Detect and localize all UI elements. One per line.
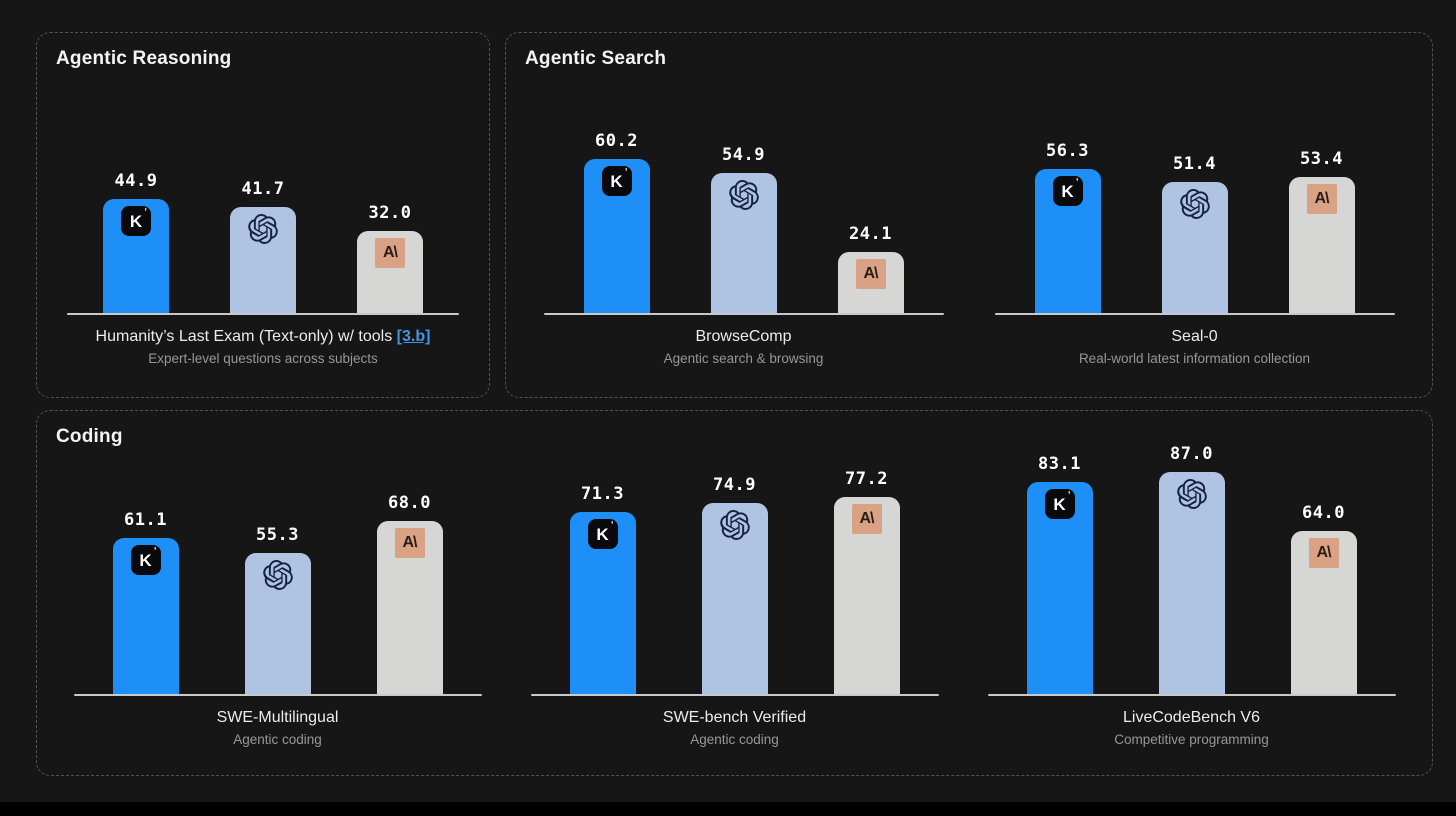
bar-openai: 54.9 [710,145,777,313]
benchmark-subtitle: Competitive programming [1114,732,1269,747]
bar-value: 32.0 [368,203,412,223]
benchmark-chart: 44.9 K ʼ 41.7 32.0 A\ Humanity’s Last Exam (Te… [67,153,459,366]
benchmark-title: SWE-Multilingual [216,709,339,726]
bottom-letterbox-bar [0,802,1456,816]
chart-plot: 83.1 K ʼ 87.0 64.0 A\ [1026,444,1357,694]
chart-plot: 71.3 K ʼ 74.9 77.2 A\ [569,466,900,694]
benchmark-chart: 61.1 K ʼ 55.3 68.0 A\ SWE-Multilingual Agentic … [73,466,482,747]
bar-value: 51.4 [1173,154,1216,174]
bar-kimi: 83.1 K ʼ [1026,454,1093,694]
anthropic-logo-icon: A\ [1308,538,1339,568]
chart-plot: 60.2 K ʼ 54.9 24.1 A\ [583,131,904,313]
benchmark-title: Humanity’s Last Exam (Text-only) w/ tool… [95,328,431,345]
bar-kimi: 56.3 K ʼ [1034,141,1101,313]
benchmark-subtitle: Agentic search & browsing [663,351,824,366]
bar-kimi: 60.2 K ʼ [583,131,650,313]
bar-value: 71.3 [581,484,624,504]
benchmark-chart: 71.3 K ʼ 74.9 77.2 A\ SWE-bench Verified Agenti… [530,466,939,747]
bar-kimi: 44.9 K ʼ [103,171,169,313]
x-axis-line [67,313,459,315]
charts-row: 61.1 K ʼ 55.3 68.0 A\ SWE-Multilingual Agentic … [49,444,1420,747]
bar-anthropic: 32.0 A\ [357,203,423,313]
openai-logo-icon [719,510,750,540]
benchmark-subtitle: Real-world latest information collection [1078,351,1311,366]
bar-anthropic: 64.0 A\ [1290,503,1357,694]
benchmark-subtitle: Expert-level questions across subjects [148,351,378,366]
benchmark-chart: 56.3 K ʼ 51.4 53.4 A\ Seal-0 Real-world latest … [994,141,1395,366]
benchmark-chart: 83.1 K ʼ 87.0 64.0 A\ LiveCodeBench V6 Competit… [987,444,1396,747]
bar-anthropic: 24.1 A\ [837,224,904,313]
panel-coding: Coding 61.1 K ʼ 55.3 68.0 A\ SWE-Multilingual A… [36,410,1433,776]
benchmark-chart: 60.2 K ʼ 54.9 24.1 A\ BrowseComp Agentic search… [543,131,944,366]
benchmark-subtitle: Agentic coding [690,732,779,747]
bar-anthropic: 53.4 A\ [1288,149,1355,313]
benchmark-subtitle: Agentic coding [233,732,322,747]
panel-title: Coding [56,426,123,447]
benchmark-title: SWE-bench Verified [662,709,807,726]
openai-logo-icon [1179,189,1210,219]
anthropic-logo-icon: A\ [394,528,425,558]
anthropic-logo-icon: A\ [855,259,886,289]
x-axis-line [994,313,1395,315]
x-axis-line [530,694,939,696]
bar-value: 24.1 [849,224,892,244]
x-axis-line [543,313,944,315]
bar-value: 56.3 [1046,141,1089,161]
bar-openai: 74.9 [701,475,768,694]
anthropic-logo-icon: A\ [375,238,405,268]
bar-openai: 87.0 [1158,444,1225,694]
chart-plot: 44.9 K ʼ 41.7 32.0 A\ [103,153,423,313]
panel-agentic-search: Agentic Search 60.2 K ʼ 54.9 24.1 A\ BrowseCom… [505,32,1433,398]
benchmark-title: BrowseComp [695,328,792,345]
bar-value: 54.9 [722,145,765,165]
chart-plot: 56.3 K ʼ 51.4 53.4 A\ [1034,141,1355,313]
panel-agentic-reasoning: Agentic Reasoning 44.9 K ʼ 41.7 32.0 A\ Humani… [36,32,490,398]
bar-openai: 51.4 [1161,154,1228,313]
bar-value: 44.9 [114,171,158,191]
bar-anthropic: 68.0 A\ [376,493,443,694]
bar-value: 53.4 [1300,149,1343,169]
openai-logo-icon [248,214,278,244]
bar-value: 87.0 [1170,444,1213,464]
x-axis-line [987,694,1396,696]
benchmark-title: Seal-0 [1171,328,1218,345]
bar-value: 68.0 [388,493,431,513]
x-axis-line [73,694,482,696]
benchmark-link[interactable]: [3.b] [396,328,431,345]
openai-logo-icon [262,560,293,590]
bar-kimi: 71.3 K ʼ [569,484,636,694]
bar-openai: 55.3 [244,525,311,694]
bar-kimi: 61.1 K ʼ [112,510,179,694]
anthropic-logo-icon: A\ [1306,184,1337,214]
bar-value: 55.3 [256,525,299,545]
bar-value: 41.7 [241,179,285,199]
bar-value: 77.2 [845,469,888,489]
charts-row: 44.9 K ʼ 41.7 32.0 A\ Humanity’s Last Exam (Te… [49,153,477,366]
bar-value: 74.9 [713,475,756,495]
panel-title: Agentic Search [525,48,667,69]
openai-logo-icon [728,180,759,210]
anthropic-logo-icon: A\ [851,504,882,534]
bar-value: 83.1 [1038,454,1081,474]
panel-title: Agentic Reasoning [56,48,232,69]
openai-logo-icon [1176,479,1207,509]
bar-value: 61.1 [124,510,167,530]
bar-value: 64.0 [1302,503,1345,523]
bar-anthropic: 77.2 A\ [833,469,900,694]
chart-plot: 61.1 K ʼ 55.3 68.0 A\ [112,466,443,694]
benchmark-title: LiveCodeBench V6 [1123,709,1260,726]
charts-row: 60.2 K ʼ 54.9 24.1 A\ BrowseComp Agentic search… [518,131,1420,366]
bar-value: 60.2 [595,131,638,151]
bar-openai: 41.7 [230,179,296,313]
